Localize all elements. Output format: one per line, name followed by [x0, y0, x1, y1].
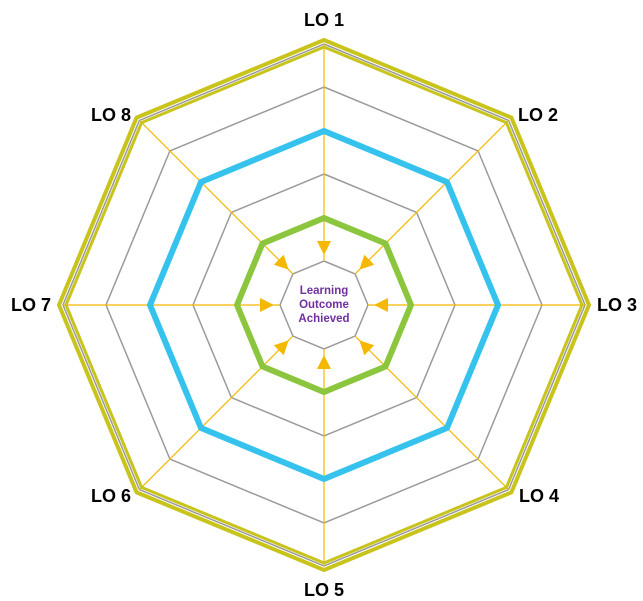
spoke-2 [354, 119, 510, 275]
outer-ring-inner [64, 45, 584, 565]
axis-label-lo-3: LO 3 [597, 295, 637, 315]
center-label-line-3: Achieved [298, 313, 349, 325]
highlight-ring-level-2 [233, 214, 415, 396]
highlighted-rings [57, 38, 591, 572]
arrow-icon-1 [317, 241, 331, 255]
axis-label-lo-8: LO 8 [91, 105, 131, 125]
center-label-line-2: Outcome [299, 299, 349, 311]
outer-ring-outer [57, 38, 591, 572]
arrow-icon-6 [273, 340, 289, 356]
arrow-icon-7 [260, 298, 274, 312]
axis-label-lo-1: LO 1 [304, 10, 344, 30]
arrow-icon-2 [359, 254, 375, 270]
axis-label-lo-5: LO 5 [304, 580, 344, 600]
axis-label-lo-7: LO 7 [11, 295, 51, 315]
arrow-icon-4 [359, 340, 375, 356]
highlight-ring-level-4 [146, 127, 502, 483]
spoke-6 [138, 335, 294, 491]
arrow-icon-5 [317, 355, 331, 369]
spoke-8 [138, 119, 294, 275]
center-label-line-1: Learning [300, 285, 349, 297]
arrow-icon-3 [374, 298, 388, 312]
axis-label-lo-4: LO 4 [519, 486, 559, 506]
center-label: Learning Outcome Achieved [298, 285, 349, 325]
spoke-4 [354, 335, 510, 491]
axis-label-lo-2: LO 2 [518, 105, 558, 125]
axis-labels: LO 1 LO 2 LO 3 LO 4 LO 5 LO 6 LO 7 LO 8 [11, 10, 637, 600]
arrow-icon-8 [273, 254, 289, 270]
axis-spokes [63, 44, 585, 566]
axis-label-lo-6: LO 6 [91, 486, 131, 506]
center-arrows [260, 241, 388, 369]
